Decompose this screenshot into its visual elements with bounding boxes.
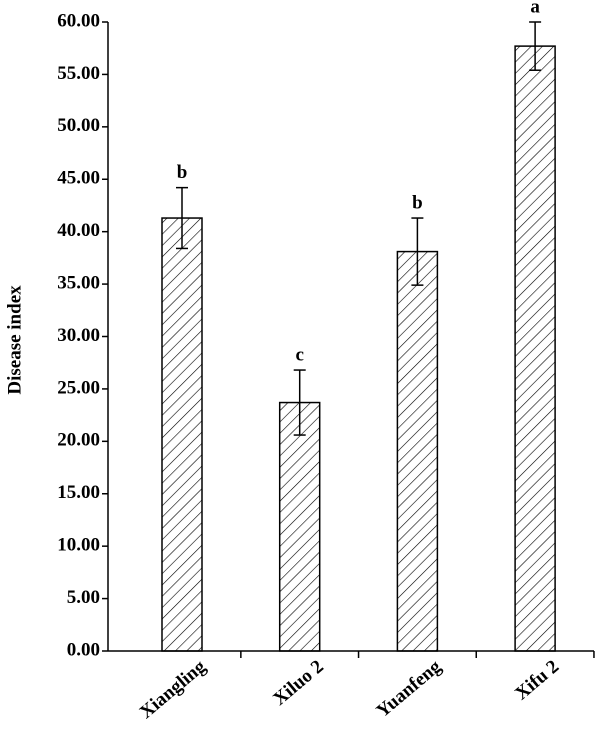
y-tick-label: 55.00 — [57, 63, 100, 84]
bar — [514, 45, 556, 652]
significance-letter: b — [177, 162, 188, 183]
y-tick-label: 50.00 — [57, 115, 100, 136]
x-tick-label: Xifu 2 — [511, 656, 563, 704]
y-tick-label: 10.00 — [57, 535, 100, 556]
bar — [278, 401, 321, 652]
y-tick-label: 60.00 — [57, 10, 100, 31]
significance-letter: b — [412, 192, 423, 213]
y-tick-label: 45.00 — [57, 168, 100, 189]
x-tick-label: Yuanfeng — [373, 656, 446, 722]
bar — [396, 250, 439, 652]
significance-letter: a — [530, 0, 540, 17]
y-tick-label: 25.00 — [57, 377, 100, 398]
y-tick-label: 5.00 — [67, 587, 100, 608]
x-tick-label: Xiangling — [136, 656, 211, 723]
significance-letter: c — [295, 344, 303, 365]
y-tick-label: 20.00 — [57, 430, 100, 451]
bar — [161, 217, 203, 652]
y-tick-label: 30.00 — [57, 325, 100, 346]
x-tick-label: Xiluo 2 — [269, 656, 327, 710]
y-axis-label: Disease index — [4, 285, 25, 395]
y-tick-label: 35.00 — [57, 272, 100, 293]
y-tick-label: 0.00 — [67, 639, 100, 660]
y-tick-label: 40.00 — [57, 220, 100, 241]
y-tick-label: 15.00 — [57, 482, 100, 503]
